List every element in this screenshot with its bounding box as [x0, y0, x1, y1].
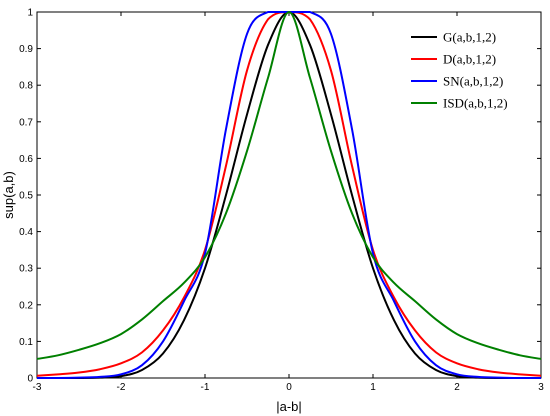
y-tick-label: 0.7: [19, 117, 33, 128]
x-tick-label: -2: [117, 382, 126, 393]
y-tick-label: 0.6: [19, 154, 33, 165]
y-tick-label: 0.1: [19, 337, 33, 348]
y-tick-label: 0.4: [19, 227, 33, 238]
x-tick-label: 1: [370, 382, 376, 393]
y-tick-label: 0.9: [19, 44, 33, 55]
x-tick-label: 0: [286, 382, 292, 393]
legend-label-2: D(a,b,1,2): [443, 52, 496, 67]
x-axis-label: |a-b|: [276, 399, 302, 414]
y-tick-label: 0.3: [19, 264, 33, 275]
y-tick-label: 0.5: [19, 191, 33, 202]
series-line-2: [36, 11, 542, 377]
legend-label-1: G(a,b,1,2): [443, 30, 496, 45]
series-line-4: [36, 11, 542, 360]
plot-frame: [36, 11, 542, 379]
y-axis-label: sup(a,b): [1, 171, 16, 219]
legend-label-3: SN(a,b,1,2): [443, 74, 503, 89]
y-tick-label: 1: [27, 8, 33, 19]
legend-label-4: ISD(a,b,1,2): [443, 96, 508, 111]
x-tick-label: -1: [201, 382, 210, 393]
x-tick-label: 3: [538, 382, 544, 393]
y-tick-label: 0.2: [19, 300, 33, 311]
legend: G(a,b,1,2) D(a,b,1,2) SN(a,b,1,2) ISD(a,b,1…: [411, 30, 508, 111]
series-line-3: [36, 10, 541, 379]
series-group: [36, 10, 542, 379]
x-tick-label: -3: [33, 382, 42, 393]
series-line-1: [36, 11, 541, 379]
y-tick-label: 0: [27, 374, 33, 385]
x-tick-label: 2: [454, 382, 460, 393]
y-tick-label: 0.8: [19, 81, 33, 92]
